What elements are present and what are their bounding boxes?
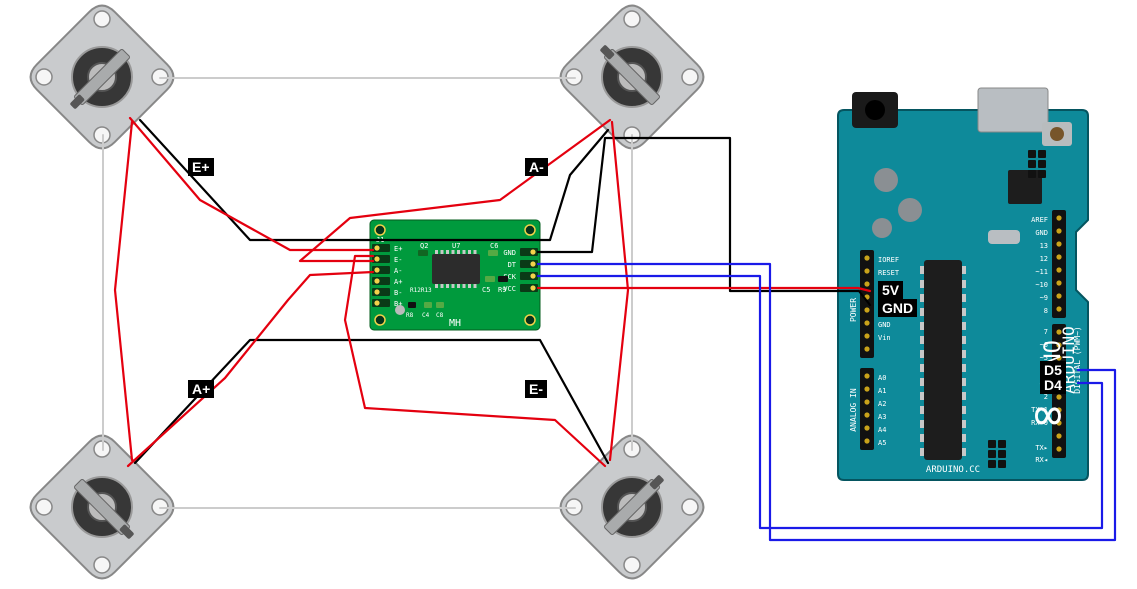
svg-text:R8: R8 — [406, 312, 414, 319]
svg-text:A5: A5 — [878, 439, 886, 447]
svg-text:A+: A+ — [394, 278, 402, 286]
load-cell — [24, 429, 180, 585]
svg-text:~11: ~11 — [1035, 268, 1048, 276]
svg-text:DT: DT — [508, 261, 517, 269]
svg-text:E-: E- — [394, 256, 402, 264]
label-a-plus: A+ — [188, 380, 214, 398]
svg-text:GND: GND — [503, 249, 516, 257]
svg-text:C4: C4 — [422, 312, 430, 319]
svg-text:∞: ∞ — [1034, 387, 1062, 441]
svg-text:~10: ~10 — [1035, 281, 1048, 289]
wiring-canvas: E+E-A-A+B-B+GNDDTSCKVCCQ2U7C6C5R9R12R13R… — [0, 0, 1137, 589]
svg-text:IOREF: IOREF — [878, 256, 899, 264]
load-cell — [554, 0, 710, 155]
svg-text:ANALOG IN: ANALOG IN — [849, 388, 858, 432]
svg-text:A-: A- — [394, 267, 402, 275]
svg-text:RX◂: RX◂ — [1035, 456, 1048, 464]
svg-text:Q2: Q2 — [420, 242, 428, 250]
svg-text:R9: R9 — [498, 286, 506, 294]
svg-text:GND: GND — [1035, 229, 1048, 237]
svg-text:E+: E+ — [394, 245, 402, 253]
load-cell — [24, 0, 180, 155]
svg-text:MH: MH — [449, 318, 461, 329]
svg-text:TX▸: TX▸ — [1035, 444, 1048, 452]
svg-text:C6: C6 — [490, 242, 498, 250]
hx711-module: E+E-A-A+B-B+GNDDTSCKVCCQ2U7C6C5R9R12R13R… — [370, 220, 540, 330]
arduino-uno: ARDUINOUNOIOREFRESET3.3V5VGNDGNDVinA0A1A… — [838, 88, 1088, 480]
load-cell — [554, 429, 710, 585]
svg-text:R12R13: R12R13 — [410, 287, 432, 294]
svg-text:A2: A2 — [878, 400, 886, 408]
svg-text:C8: C8 — [436, 312, 444, 319]
label-d4: D4 — [1040, 376, 1066, 394]
svg-text:A4: A4 — [878, 426, 886, 434]
svg-text:13: 13 — [1040, 242, 1048, 250]
svg-text:7: 7 — [1044, 328, 1048, 336]
svg-text:12: 12 — [1040, 255, 1048, 263]
label-e-minus: E- — [525, 380, 547, 398]
svg-text:C5: C5 — [482, 286, 490, 294]
svg-text:A0: A0 — [878, 374, 886, 382]
svg-text:~9: ~9 — [1040, 294, 1048, 302]
svg-text:A3: A3 — [878, 413, 886, 421]
label-a-minus: A- — [525, 158, 548, 176]
label-e-plus: E+ — [188, 158, 214, 176]
svg-text:U7: U7 — [452, 242, 460, 250]
svg-text:A1: A1 — [878, 387, 886, 395]
svg-text:AREF: AREF — [1031, 216, 1048, 224]
label-gnd: GND — [878, 299, 917, 317]
svg-text:RESET: RESET — [878, 269, 900, 277]
svg-text:B-: B- — [394, 289, 402, 297]
svg-text:8: 8 — [1044, 307, 1048, 315]
svg-text:ARDUINO.CC: ARDUINO.CC — [926, 465, 980, 475]
svg-text:~6: ~6 — [1040, 341, 1048, 349]
svg-text:Vin: Vin — [878, 334, 891, 342]
label-5v: 5V — [878, 281, 903, 299]
svg-text:GND: GND — [878, 321, 891, 329]
svg-text:POWER: POWER — [849, 298, 858, 322]
